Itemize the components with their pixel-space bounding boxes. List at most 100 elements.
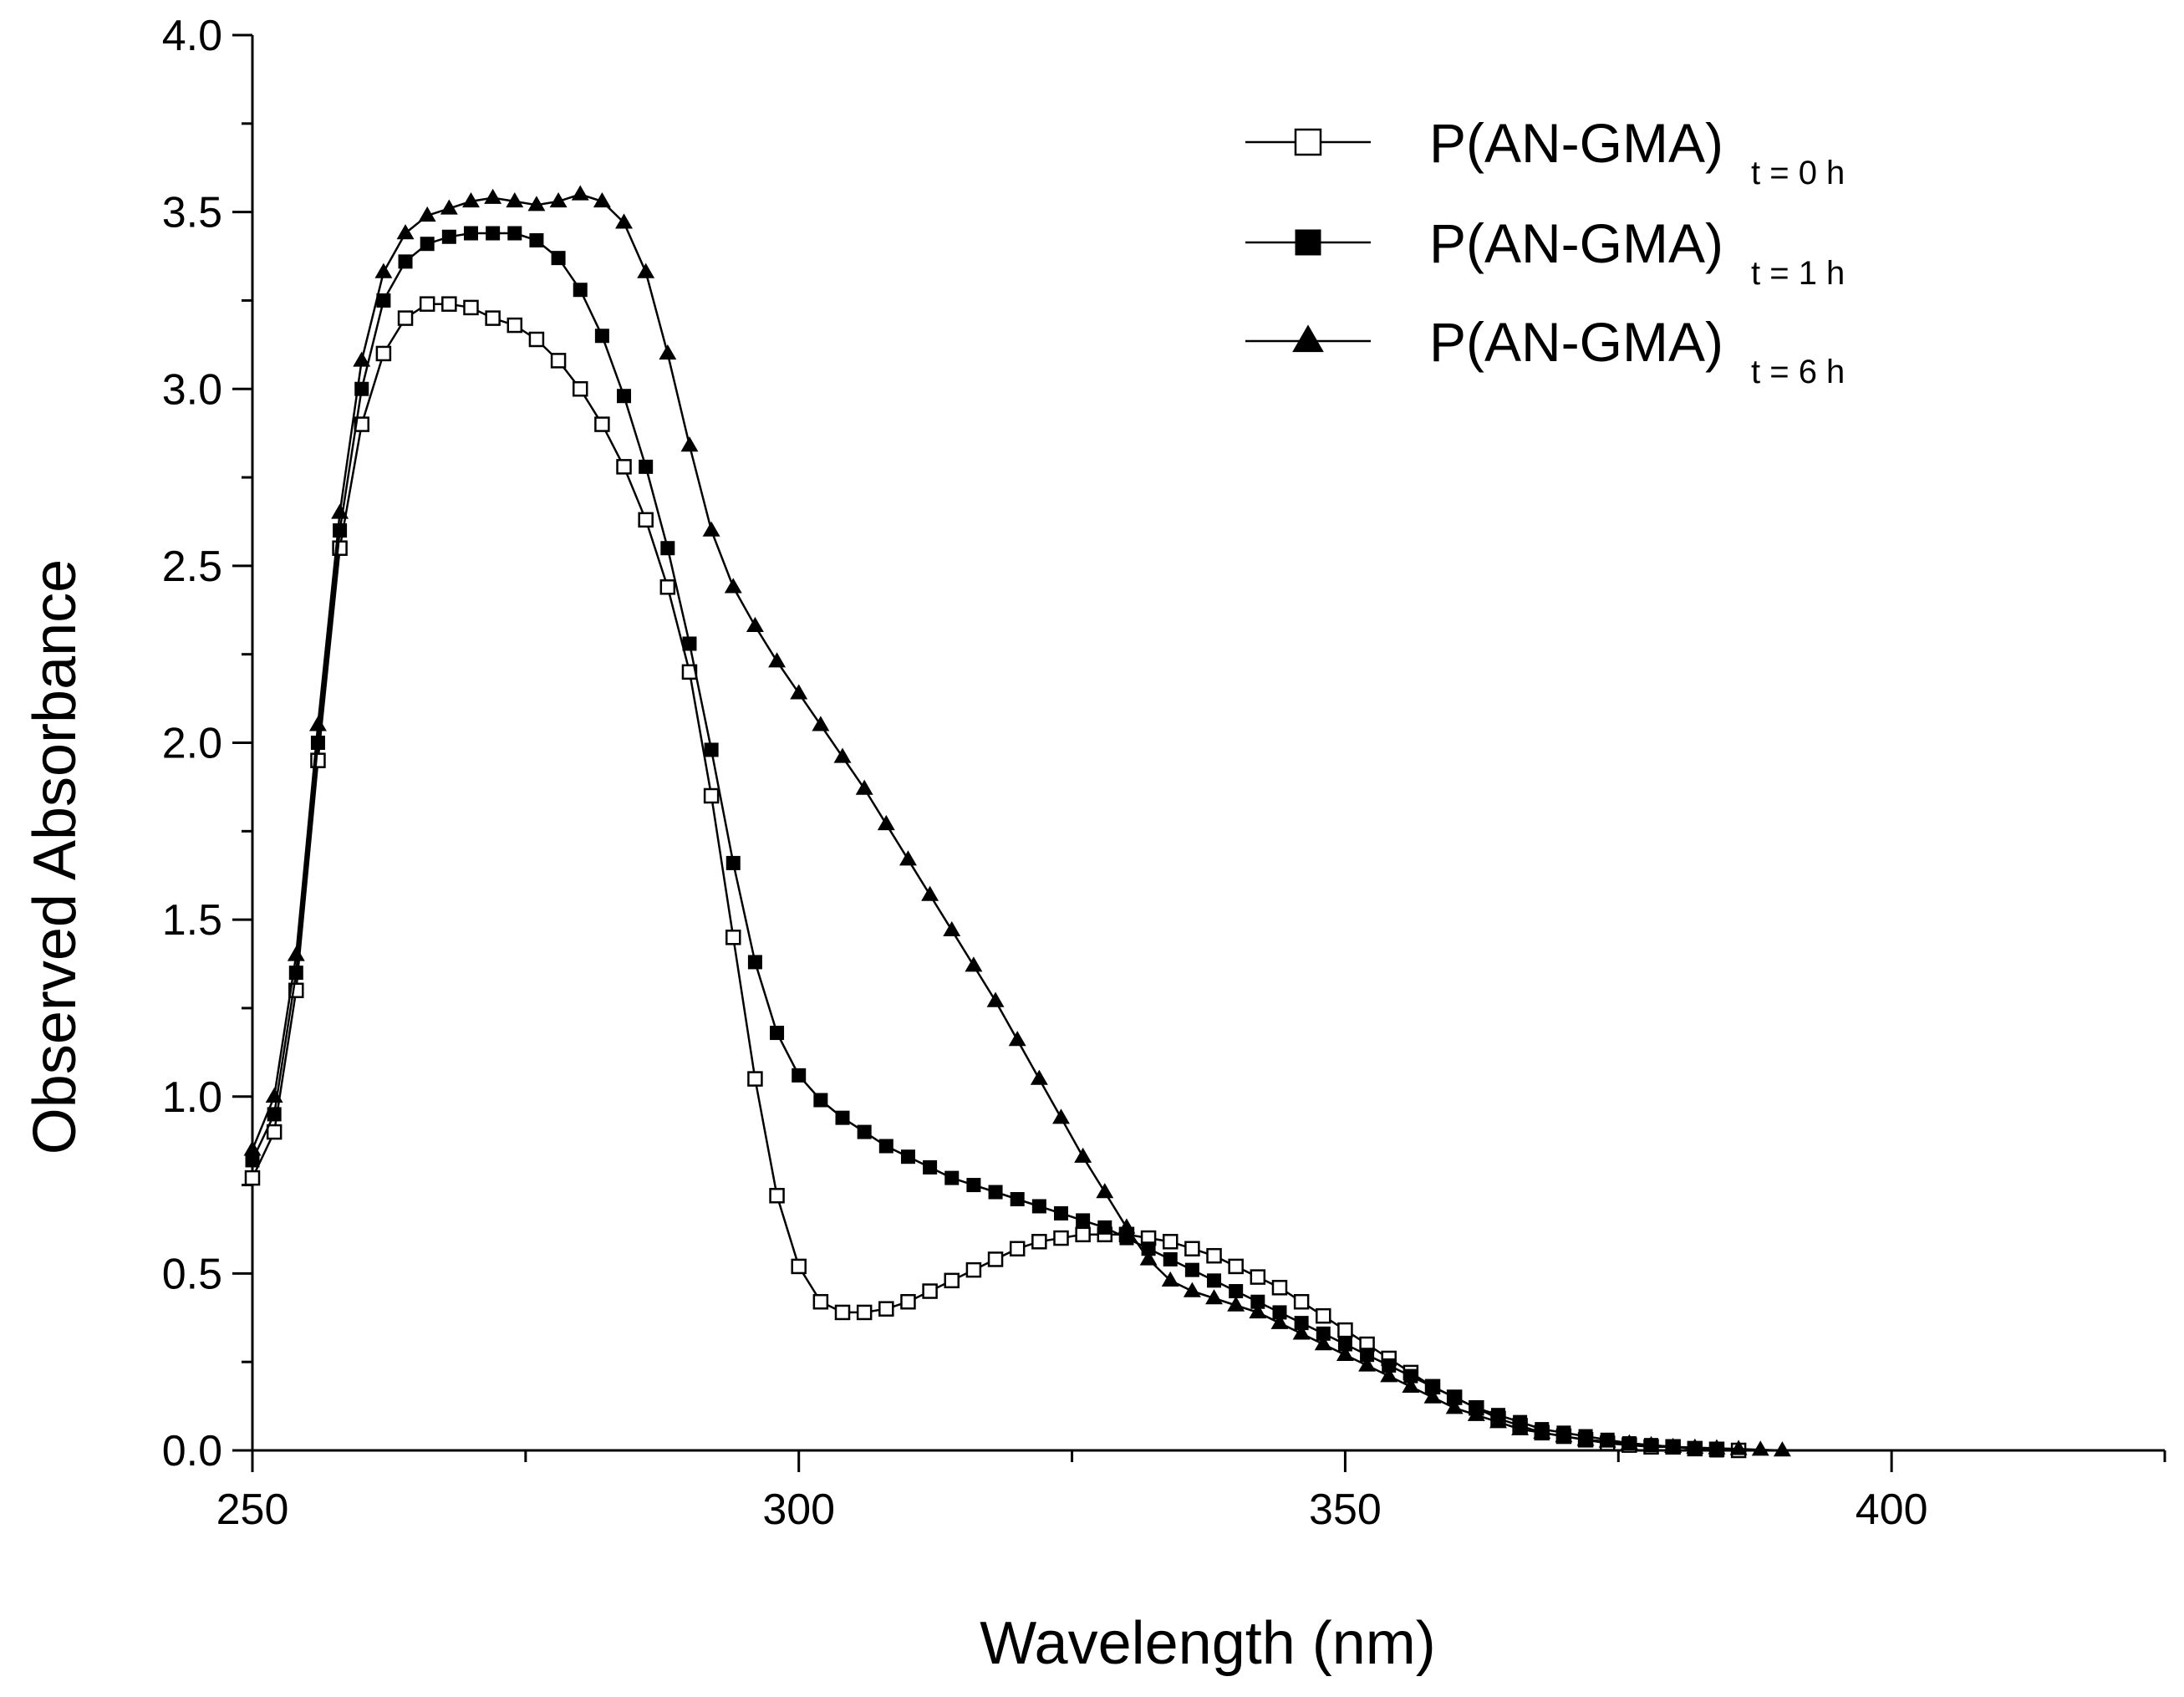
- data-point: [528, 331, 545, 348]
- data-point: [594, 416, 610, 432]
- data-point: [441, 296, 457, 312]
- data-point: [353, 351, 371, 367]
- data-point: [1009, 1241, 1026, 1256]
- data-point: [835, 1110, 850, 1125]
- data-point: [463, 299, 479, 316]
- data-point: [551, 251, 566, 266]
- data-point: [1620, 1434, 1638, 1450]
- data-point: [440, 199, 458, 215]
- y-tick-label: 0.0: [162, 1427, 222, 1475]
- data-point: [463, 226, 478, 241]
- data-point: [1708, 1439, 1726, 1455]
- legend-marker: [1295, 229, 1321, 256]
- data-point: [857, 1124, 872, 1139]
- data-point: [1053, 1230, 1069, 1246]
- data-point: [1097, 1220, 1112, 1235]
- data-point: [1489, 1413, 1507, 1429]
- data-point: [529, 232, 544, 247]
- data-point: [1467, 1405, 1485, 1421]
- legend-item-0: P(AN-GMA) t = 0 h: [1245, 112, 1845, 191]
- legend-item-2: P(AN-GMA) t = 6 h: [1245, 311, 1845, 390]
- data-point: [900, 1293, 916, 1310]
- data-point: [243, 1140, 262, 1156]
- data-point: [266, 1124, 283, 1140]
- data-point: [1445, 1399, 1464, 1414]
- data-point: [987, 1251, 1004, 1267]
- data-point: [593, 192, 611, 208]
- data-point: [1228, 1258, 1244, 1275]
- data-point: [1031, 1199, 1046, 1214]
- data-point: [396, 224, 415, 240]
- data-point: [1576, 1430, 1595, 1446]
- y-tick-label: 4.0: [162, 12, 222, 60]
- data-point: [639, 459, 654, 474]
- data-point: [1686, 1438, 1704, 1454]
- data-point: [769, 1188, 785, 1204]
- x-tick-label: 250: [216, 1486, 289, 1534]
- y-tick-label: 2.0: [162, 720, 222, 768]
- data-point: [878, 1139, 893, 1154]
- data-point: [1642, 1435, 1660, 1451]
- data-point: [308, 716, 327, 731]
- data-point: [1163, 1251, 1178, 1266]
- y-tick-label: 1.0: [162, 1073, 222, 1122]
- data-point: [746, 616, 764, 633]
- data-point: [441, 229, 456, 244]
- data-point: [375, 345, 392, 362]
- data-point: [899, 850, 917, 866]
- data-point: [791, 1258, 807, 1275]
- data-point: [1664, 1437, 1683, 1453]
- data-point: [288, 966, 303, 981]
- data-point: [1249, 1303, 1267, 1319]
- data-point: [573, 283, 588, 298]
- data-point: [1358, 1356, 1377, 1372]
- data-point: [1076, 1213, 1091, 1228]
- legend-sublabel: t = 6 h: [1751, 354, 1845, 390]
- data-point: [638, 512, 654, 528]
- data-point: [943, 920, 961, 937]
- data-point: [485, 310, 501, 326]
- y-tick-label: 2.5: [162, 543, 222, 591]
- data-point: [1380, 1367, 1398, 1383]
- data-point: [965, 1261, 982, 1278]
- data-point: [1229, 1284, 1244, 1299]
- data-point: [572, 381, 588, 397]
- data-point: [1139, 1250, 1158, 1266]
- data-point: [747, 1071, 763, 1087]
- data-point: [900, 1149, 915, 1164]
- data-point: [486, 226, 501, 241]
- legend-marker: [1294, 128, 1322, 156]
- data-point: [1184, 1262, 1199, 1277]
- data-point: [1052, 1108, 1070, 1124]
- series-layer: [243, 185, 1791, 1459]
- data-point: [1555, 1427, 1573, 1443]
- data-point: [703, 787, 720, 804]
- data-point: [1533, 1423, 1551, 1440]
- y-tick-label: 3.5: [162, 189, 222, 237]
- data-point: [660, 541, 675, 556]
- data-point: [966, 1178, 981, 1193]
- data-point: [725, 930, 741, 945]
- data-point: [747, 955, 762, 970]
- data-point: [617, 389, 632, 404]
- data-point: [856, 1304, 873, 1321]
- data-point: [813, 1093, 828, 1108]
- legend-item-1: P(AN-GMA) t = 1 h: [1245, 212, 1845, 292]
- data-point: [1008, 1031, 1026, 1047]
- data-point: [637, 262, 655, 278]
- data-point: [507, 317, 523, 334]
- data-point: [1773, 1441, 1791, 1457]
- data-point: [702, 521, 720, 537]
- data-point: [462, 192, 480, 208]
- data-point: [1030, 1069, 1048, 1085]
- legend-label: P(AN-GMA): [1429, 212, 1723, 274]
- data-point: [331, 503, 349, 519]
- data-point: [265, 1087, 283, 1103]
- data-point: [1053, 1205, 1068, 1221]
- data-point: [1184, 1241, 1200, 1256]
- data-point: [680, 436, 699, 452]
- data-point: [333, 523, 348, 538]
- data-point: [1423, 1388, 1442, 1404]
- data-point: [398, 254, 413, 269]
- data-point: [1336, 1345, 1354, 1361]
